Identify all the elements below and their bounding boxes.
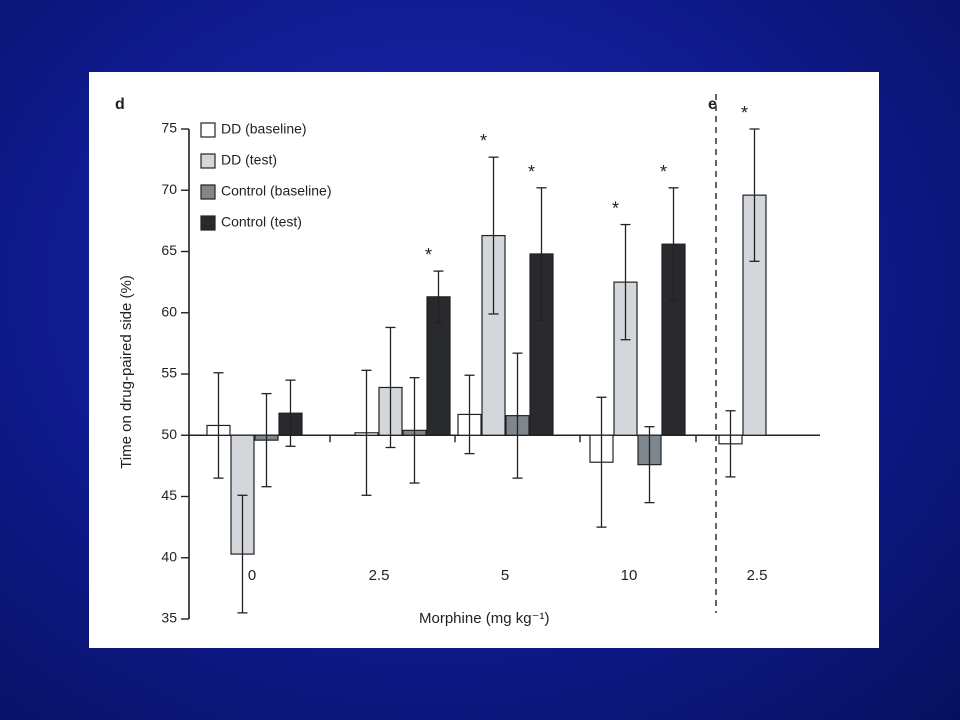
x-axis-label: Morphine (mg kg⁻¹) [419,610,549,627]
significance-star: * [660,162,667,182]
y-tick-label: 70 [161,181,177,197]
legend-swatch [200,153,216,169]
significance-star: * [425,245,432,265]
error-bars [213,128,760,614]
y-tick-label: 45 [161,487,177,503]
x-tick-label: 0 [248,567,256,584]
legend-label: DD (test) [221,152,277,168]
chart-legend: DD (baseline) DD (test) Control (baseline)… [200,121,332,231]
legend-label: Control (baseline) [221,183,332,199]
y-tick-label: 50 [161,426,177,442]
figure-panel: 35 40 45 50 55 60 65 70 75 * * * * * * 0 2.5 5 10 2.5 DD … [89,72,879,648]
y-tick-label: 40 [161,548,177,564]
x-tick-label: 2.5 [369,567,390,584]
chart-bars [206,194,767,555]
significance-star: * [741,103,748,123]
panel-label-d: d [115,96,125,113]
x-tick-labels: 0 2.5 5 10 2.5 [248,567,768,584]
significance-star: * [612,199,619,219]
legend-swatch [200,215,216,231]
panel-label-e: e [708,96,717,113]
y-tick-label: 65 [161,242,177,258]
y-tick-label: 60 [161,303,177,319]
bar-chart: 35 40 45 50 55 60 65 70 75 * * * * * * 0 2.5 5 10 2.5 DD … [115,94,820,627]
significance-star: * [528,162,535,182]
significance-stars: * * * * * * [425,103,748,265]
y-axis-label: Time on drug-paired side (%) [118,275,135,469]
y-tick-label: 55 [161,365,177,381]
legend-swatch [200,122,216,138]
x-tick-label: 5 [501,567,509,584]
y-tick-label: 75 [161,120,177,136]
x-tick-label: 10 [621,567,638,584]
x-tick-label: 2.5 [747,567,768,584]
legend-label: DD (baseline) [221,121,307,137]
legend-label: Control (test) [221,214,302,230]
legend-swatch [200,184,216,200]
significance-star: * [480,131,487,151]
y-tick-label: 35 [161,610,177,626]
